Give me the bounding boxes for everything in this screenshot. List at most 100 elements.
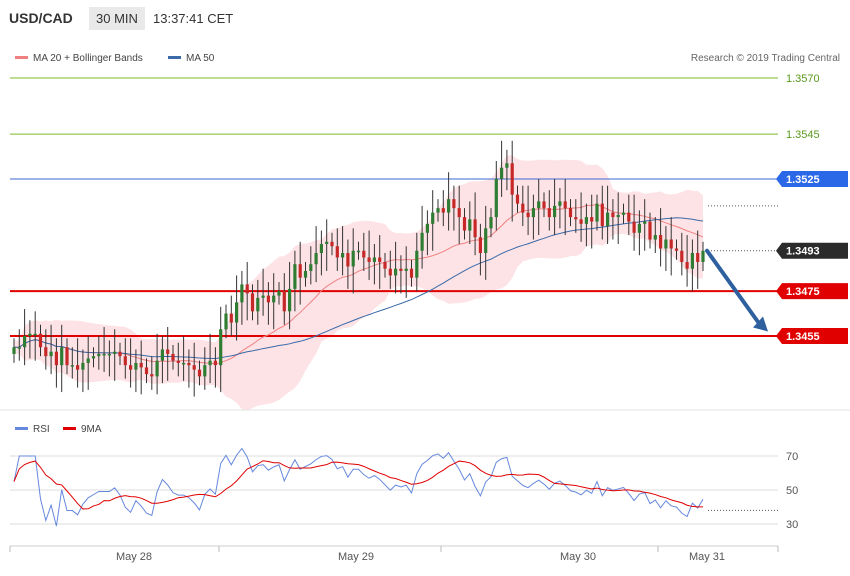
candle — [680, 232, 684, 276]
rsi-legend-label: 9MA — [81, 424, 102, 435]
candle — [409, 259, 414, 287]
candle-body — [637, 223, 641, 233]
candle — [521, 185, 525, 227]
candle — [250, 284, 255, 321]
timeframe-badge[interactable]: 30 MIN — [89, 7, 145, 30]
x-tick-label: May 31 — [689, 551, 725, 563]
candle-body — [674, 248, 679, 251]
candle — [346, 239, 350, 289]
candle — [76, 338, 80, 388]
candle-body — [394, 268, 398, 276]
candle — [150, 356, 154, 390]
candle-body — [356, 250, 361, 253]
level-tag-label: 1.3455 — [786, 331, 820, 343]
candle — [542, 192, 546, 218]
candle — [192, 342, 196, 397]
candle — [113, 329, 117, 381]
candle — [129, 338, 133, 388]
candle-body — [643, 221, 647, 224]
candle-body — [648, 221, 652, 240]
candle — [144, 358, 149, 384]
candle-body — [213, 360, 217, 366]
candlesticks — [12, 140, 705, 397]
candle-body — [182, 362, 186, 365]
candle — [531, 194, 535, 240]
candle-body — [531, 208, 535, 218]
candle — [229, 295, 233, 336]
candle — [420, 205, 424, 269]
candle — [362, 232, 366, 271]
candle — [643, 199, 647, 251]
candle-body — [341, 252, 345, 258]
candle-body — [616, 214, 620, 218]
candle — [611, 199, 615, 240]
candle-body — [81, 362, 85, 370]
candle — [293, 250, 297, 312]
candle — [298, 241, 302, 305]
candle-body — [187, 362, 191, 366]
candle-body — [293, 264, 297, 289]
candle-body — [134, 362, 138, 370]
candle-body — [314, 252, 318, 265]
candle-body — [160, 349, 164, 361]
candle-body — [431, 212, 435, 224]
candle — [494, 161, 498, 231]
candle-body — [107, 353, 111, 356]
candle-body — [415, 250, 419, 278]
candle-body — [404, 268, 408, 271]
resistance-label: 1.3545 — [786, 129, 820, 141]
candle-body — [457, 208, 461, 218]
legend-swatch — [168, 56, 181, 59]
rsi-tick-label: 50 — [786, 485, 798, 497]
candle-body — [696, 252, 700, 262]
candle — [415, 232, 419, 292]
candle — [441, 190, 445, 227]
candle-body — [224, 313, 228, 330]
candle — [462, 208, 467, 240]
candle-body — [309, 264, 313, 271]
candle — [44, 329, 48, 370]
candle-body — [76, 365, 80, 370]
candle — [473, 192, 477, 256]
candle — [335, 228, 339, 271]
chart-header: USD/CAD 30 MIN 13:37:41 CET — [0, 0, 850, 38]
legend-label: MA 50 — [186, 53, 215, 64]
candle — [606, 185, 610, 245]
candle — [160, 336, 164, 384]
candle — [235, 275, 239, 341]
candle-body — [155, 360, 159, 377]
candle-body — [23, 336, 27, 348]
candle — [378, 235, 382, 289]
candle — [282, 273, 286, 325]
candle — [563, 178, 567, 236]
candle — [696, 230, 700, 289]
candle — [685, 235, 689, 287]
candle — [394, 241, 398, 294]
candle — [325, 219, 329, 271]
candle — [314, 226, 318, 283]
legend-label: MA 20 + Bollinger Bands — [33, 53, 143, 64]
candle-body — [462, 217, 467, 231]
candle — [701, 241, 705, 271]
candle — [208, 333, 212, 384]
candle-body — [489, 217, 493, 229]
candle-body — [579, 219, 583, 224]
candle — [261, 268, 265, 316]
candle — [510, 140, 514, 222]
candle-body — [351, 250, 355, 267]
candle — [17, 329, 21, 361]
candle-body — [166, 349, 170, 354]
candle-body — [367, 257, 371, 262]
candle — [632, 194, 636, 251]
candle — [33, 311, 37, 361]
candle — [303, 261, 308, 287]
candle — [102, 327, 106, 372]
candle — [431, 190, 435, 251]
candle-body — [203, 365, 207, 377]
candle — [240, 270, 244, 325]
candle — [23, 309, 27, 366]
candle-body — [595, 203, 599, 222]
candle — [319, 230, 323, 276]
candle-body — [447, 199, 451, 213]
candle — [526, 185, 530, 236]
